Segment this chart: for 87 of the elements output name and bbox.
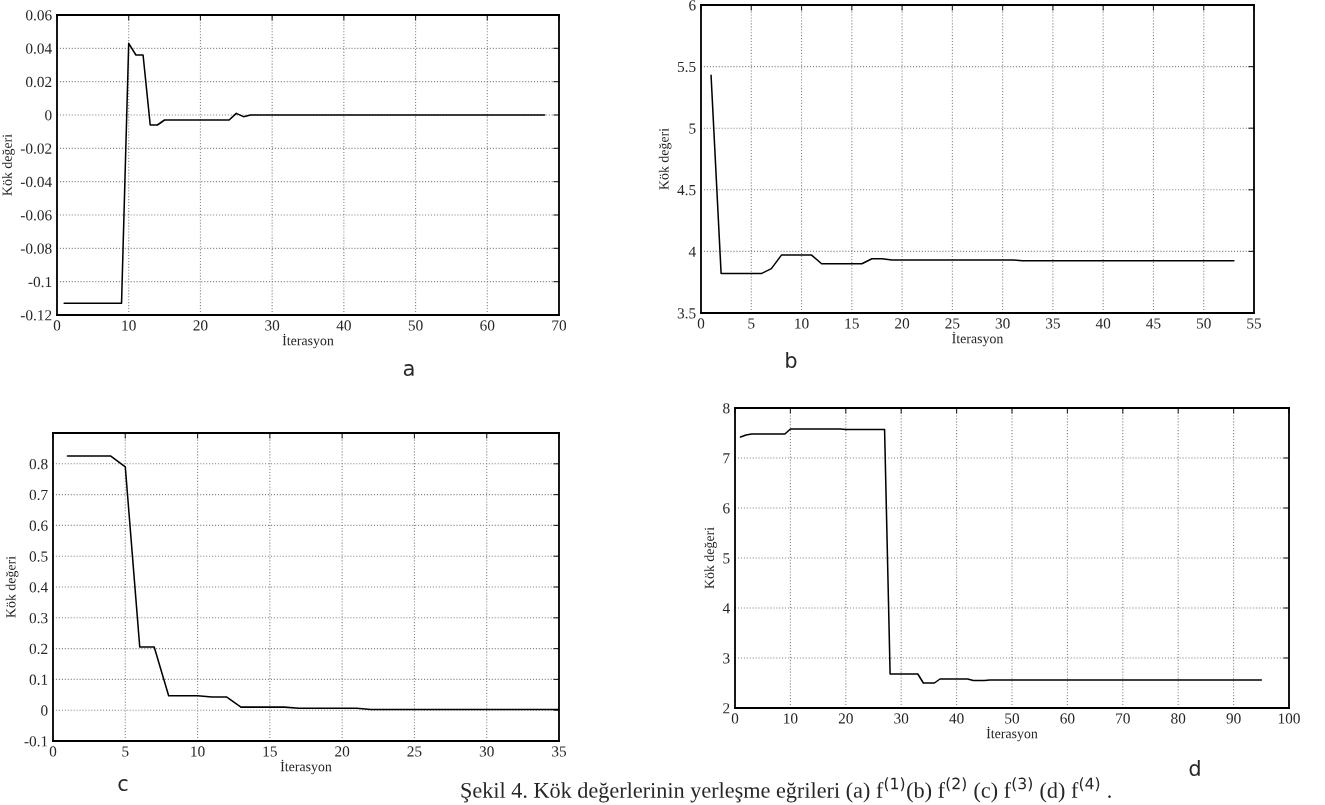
x-tick-label: 35 — [1046, 318, 1060, 329]
y-tick-label: 4 — [722, 603, 730, 614]
x-tick-label: 0 — [697, 318, 705, 329]
x-tick-label: 0 — [731, 713, 739, 724]
y-tick-label: -0.02 — [20, 143, 52, 154]
x-axis-title: İterasyon — [986, 726, 1038, 742]
y-axis-title: Kök değeri — [5, 556, 19, 618]
y-axis-title: Kök değeri — [658, 128, 672, 190]
y-tick-label: -0.04 — [20, 176, 52, 188]
x-tick-label: 35 — [552, 746, 567, 757]
x-tick-label: 25 — [945, 318, 960, 329]
y-tick-label: 4.5 — [677, 185, 696, 196]
x-tick-label: 80 — [1171, 713, 1186, 724]
y-tick-label: 6 — [723, 503, 730, 514]
y-tick-label: 0.06 — [25, 10, 52, 21]
x-tick-label: 30 — [265, 320, 280, 331]
x-tick-label: 70 — [552, 320, 567, 331]
y-tick-label: 0.04 — [25, 43, 52, 54]
x-axis-title: İterasyon — [280, 759, 332, 775]
y-tick-label: 5 — [689, 123, 696, 134]
y-tick-label: -0.08 — [20, 243, 52, 254]
y-tick-label: 5 — [723, 553, 730, 564]
y-tick-label: 0.5 — [29, 551, 48, 562]
y-tick-label: -0.12 — [20, 310, 52, 321]
x-tick-label: 40 — [336, 320, 351, 331]
y-tick-label: 2 — [723, 703, 730, 714]
y-tick-label: 7 — [723, 453, 730, 464]
x-tick-label: 25 — [407, 746, 422, 757]
line-series — [710, 74, 1235, 275]
y-axis-title: Kök değeri — [704, 527, 717, 589]
x-tick-label: 15 — [845, 318, 859, 329]
y-tick-label: 0.02 — [25, 76, 52, 88]
x-tick-label: 100 — [1278, 713, 1300, 724]
y-tick-label: 0 — [41, 705, 48, 716]
x-tick-label: 10 — [784, 713, 798, 724]
y-tick-label: 0.6 — [29, 520, 48, 531]
text: d — [1189, 759, 1200, 777]
x-tick-label: 30 — [479, 746, 494, 757]
x-tick-label: 40 — [949, 713, 964, 724]
x-tick-label: 40 — [1095, 318, 1111, 329]
line-series — [739, 428, 1263, 684]
y-tick-label: 4 — [688, 246, 696, 257]
x-tick-label: 20 — [193, 320, 208, 331]
x-tick-label: 5 — [748, 318, 755, 329]
x-tick-label: 20 — [335, 746, 350, 757]
line-series — [63, 42, 546, 305]
y-tick-label: 6 — [689, 0, 696, 11]
y-tick-label: 0.8 — [29, 458, 48, 470]
y-tick-label: 0 — [45, 110, 52, 121]
text: c — [118, 779, 128, 792]
y-tick-label: 3.5 — [677, 308, 696, 319]
y-tick-label: 0.3 — [29, 612, 48, 624]
x-tick-label: 50 — [1005, 713, 1020, 724]
x-tick-label: 45 — [1146, 318, 1161, 329]
x-tick-label: 10 — [122, 320, 136, 331]
y-tick-label: 0.1 — [29, 674, 48, 685]
x-axis-title: İterasyon — [952, 331, 1004, 347]
x-tick-label: 15 — [263, 746, 277, 757]
x-tick-label: 10 — [795, 318, 809, 329]
y-tick-label: -0.06 — [20, 210, 52, 221]
y-tick-label: -0.1 — [28, 276, 52, 288]
text: a — [403, 364, 414, 377]
y-tick-label: 3 — [723, 653, 730, 664]
text: Şekil 4. Kök değerlerinin yerleşme eğrileri (a) f$^{(1)}$(b) f$^{(2)}$ (c) f$^{(3)}$ (d) f$^{(4)}$ . — [461, 777, 1111, 803]
x-tick-label: 20 — [838, 713, 853, 724]
text: b — [786, 351, 797, 369]
x-tick-label: 60 — [480, 320, 495, 331]
x-tick-label: 5 — [122, 746, 129, 757]
y-tick-label: 5.5 — [677, 61, 696, 73]
x-tick-label: 50 — [408, 320, 423, 331]
y-tick-label: 0.7 — [29, 489, 48, 501]
y-tick-label: 0.2 — [29, 643, 48, 655]
x-tick-label: 30 — [894, 713, 909, 724]
x-axis-title: İterasyon — [282, 333, 334, 349]
y-tick-label: 8 — [723, 403, 730, 414]
x-tick-label: 70 — [1116, 713, 1130, 724]
x-tick-label: 20 — [895, 318, 910, 329]
y-tick-label: 0.4 — [29, 582, 48, 593]
y-tick-label: -0.1 — [24, 736, 48, 747]
x-tick-label: 60 — [1060, 713, 1075, 724]
x-tick-label: 0 — [53, 320, 61, 331]
x-tick-label: 10 — [191, 746, 205, 757]
x-tick-label: 50 — [1196, 318, 1211, 329]
x-tick-label: 30 — [995, 318, 1010, 329]
y-axis-title: Kök değeri — [2, 134, 15, 196]
x-tick-label: 90 — [1226, 713, 1241, 724]
x-tick-label: 55 — [1247, 318, 1262, 329]
